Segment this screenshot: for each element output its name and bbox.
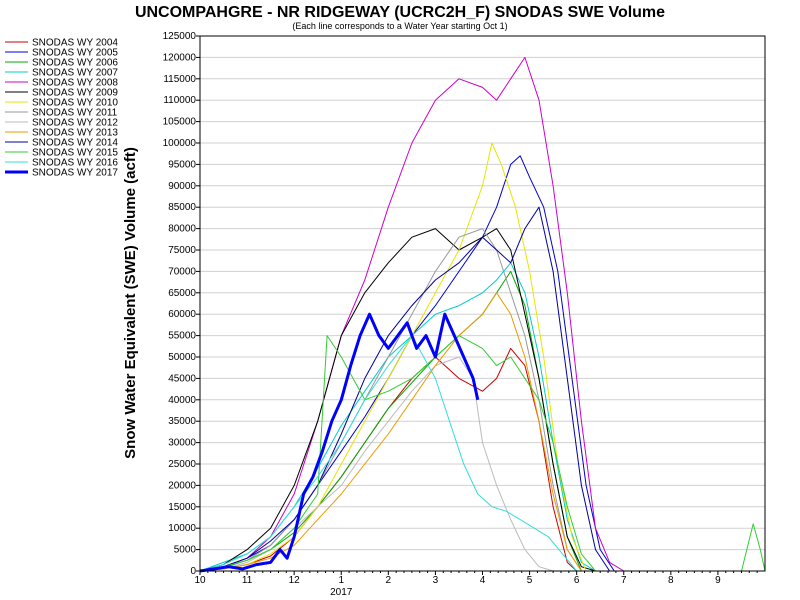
chart-subtitle: (Each line corresponds to a Water Year s… xyxy=(292,21,507,31)
grid xyxy=(200,56,765,551)
plot-frame xyxy=(199,35,766,572)
y-tick-label: 40000 xyxy=(168,395,196,406)
y-tick-label: 15000 xyxy=(168,502,196,513)
x-tick-label: 8 xyxy=(668,575,674,586)
chart-title: UNCOMPAHGRE - NR RIDGEWAY (UCRC2H_F) SNO… xyxy=(135,4,665,21)
x-tick-label: 10 xyxy=(194,575,206,586)
y-tick-label: 70000 xyxy=(168,266,196,277)
series-line-snodas-wy-2004 xyxy=(199,347,765,572)
y-tick-label: 75000 xyxy=(168,245,196,256)
y-tick-label: 45000 xyxy=(168,373,196,384)
y-tick-label: 10000 xyxy=(168,523,196,534)
series-line-snodas-wy-2011 xyxy=(199,228,765,572)
series-lines xyxy=(199,56,766,573)
y-tick-label: 50000 xyxy=(168,352,196,363)
series-line-snodas-wy-2014 xyxy=(199,206,765,572)
legend-label: SNODAS WY 2004 xyxy=(32,38,118,49)
legend-label: SNODAS WY 2017 xyxy=(32,168,118,179)
y-tick-label: 85000 xyxy=(168,202,196,213)
x-tick-label: 1 xyxy=(338,575,344,586)
legend-label: SNODAS WY 2008 xyxy=(32,78,118,89)
x-tick-label: 6 xyxy=(574,575,580,586)
x-tick-label: 11 xyxy=(242,575,253,586)
y-axis-label: Snow Water Equivalent (SWE) Volume (acft… xyxy=(122,147,139,459)
x-tick-label: 12 xyxy=(289,575,301,586)
legend-label: SNODAS WY 2012 xyxy=(32,118,118,129)
x-tick-label: 9 xyxy=(715,575,721,586)
x-tick-label: 4 xyxy=(480,575,486,586)
x-year-label: 2017 xyxy=(330,587,353,598)
y-tick-label: 120000 xyxy=(163,52,197,63)
series-line-snodas-wy-2005 xyxy=(199,155,765,572)
y-tick-label: 55000 xyxy=(168,331,196,342)
series-line-snodas-wy-2016 xyxy=(199,335,765,572)
y-tick-label: 80000 xyxy=(168,224,196,235)
y-tick-label: 110000 xyxy=(163,95,196,106)
y-tick-label: 20000 xyxy=(168,480,196,491)
series-line-snodas-wy-2009 xyxy=(199,228,765,572)
legend-label: SNODAS WY 2013 xyxy=(32,128,118,139)
y-tick-label: 65000 xyxy=(168,288,196,299)
y-tick-label: 35000 xyxy=(168,416,196,427)
y-tick-label: 0 xyxy=(190,566,196,577)
y-tick-label: 60000 xyxy=(168,309,196,320)
x-tick-label: 3 xyxy=(433,575,439,586)
legend-label: SNODAS WY 2009 xyxy=(32,88,118,99)
legend-label: SNODAS WY 2016 xyxy=(32,158,118,169)
legend-label: SNODAS WY 2005 xyxy=(32,48,118,59)
y-tick-label: 25000 xyxy=(168,459,196,470)
x-tick-label: 2 xyxy=(386,575,392,586)
series-line-snodas-wy-2015 xyxy=(199,335,766,572)
series-line-snodas-wy-2017 xyxy=(199,312,480,573)
legend-label: SNODAS WY 2011 xyxy=(32,108,118,119)
x-tick-label: 7 xyxy=(621,575,627,586)
y-tick-label: 90000 xyxy=(168,181,196,192)
y-axis-ticks: 0 5000 10000 15000 20000 25000 30000 35000 40000… xyxy=(163,31,200,577)
y-tick-label: 95000 xyxy=(168,159,196,170)
legend-label: SNODAS WY 2010 xyxy=(32,98,118,109)
y-tick-label: 125000 xyxy=(163,31,197,42)
y-tick-label: 105000 xyxy=(163,117,197,128)
legend-label: SNODAS WY 2007 xyxy=(32,68,118,79)
series-line-snodas-wy-2008 xyxy=(199,56,765,572)
y-tick-label: 5000 xyxy=(174,545,197,556)
y-tick-label: 100000 xyxy=(163,138,197,149)
series-line-snodas-wy-2007 xyxy=(199,262,765,572)
x-tick-label: 5 xyxy=(527,575,533,586)
legend-label: SNODAS WY 2015 xyxy=(32,148,118,159)
legend-label: SNODAS WY 2014 xyxy=(32,138,118,149)
y-tick-label: 115000 xyxy=(163,74,196,85)
y-tick-label: 30000 xyxy=(168,438,196,449)
legend-label: SNODAS WY 2006 xyxy=(32,58,118,69)
